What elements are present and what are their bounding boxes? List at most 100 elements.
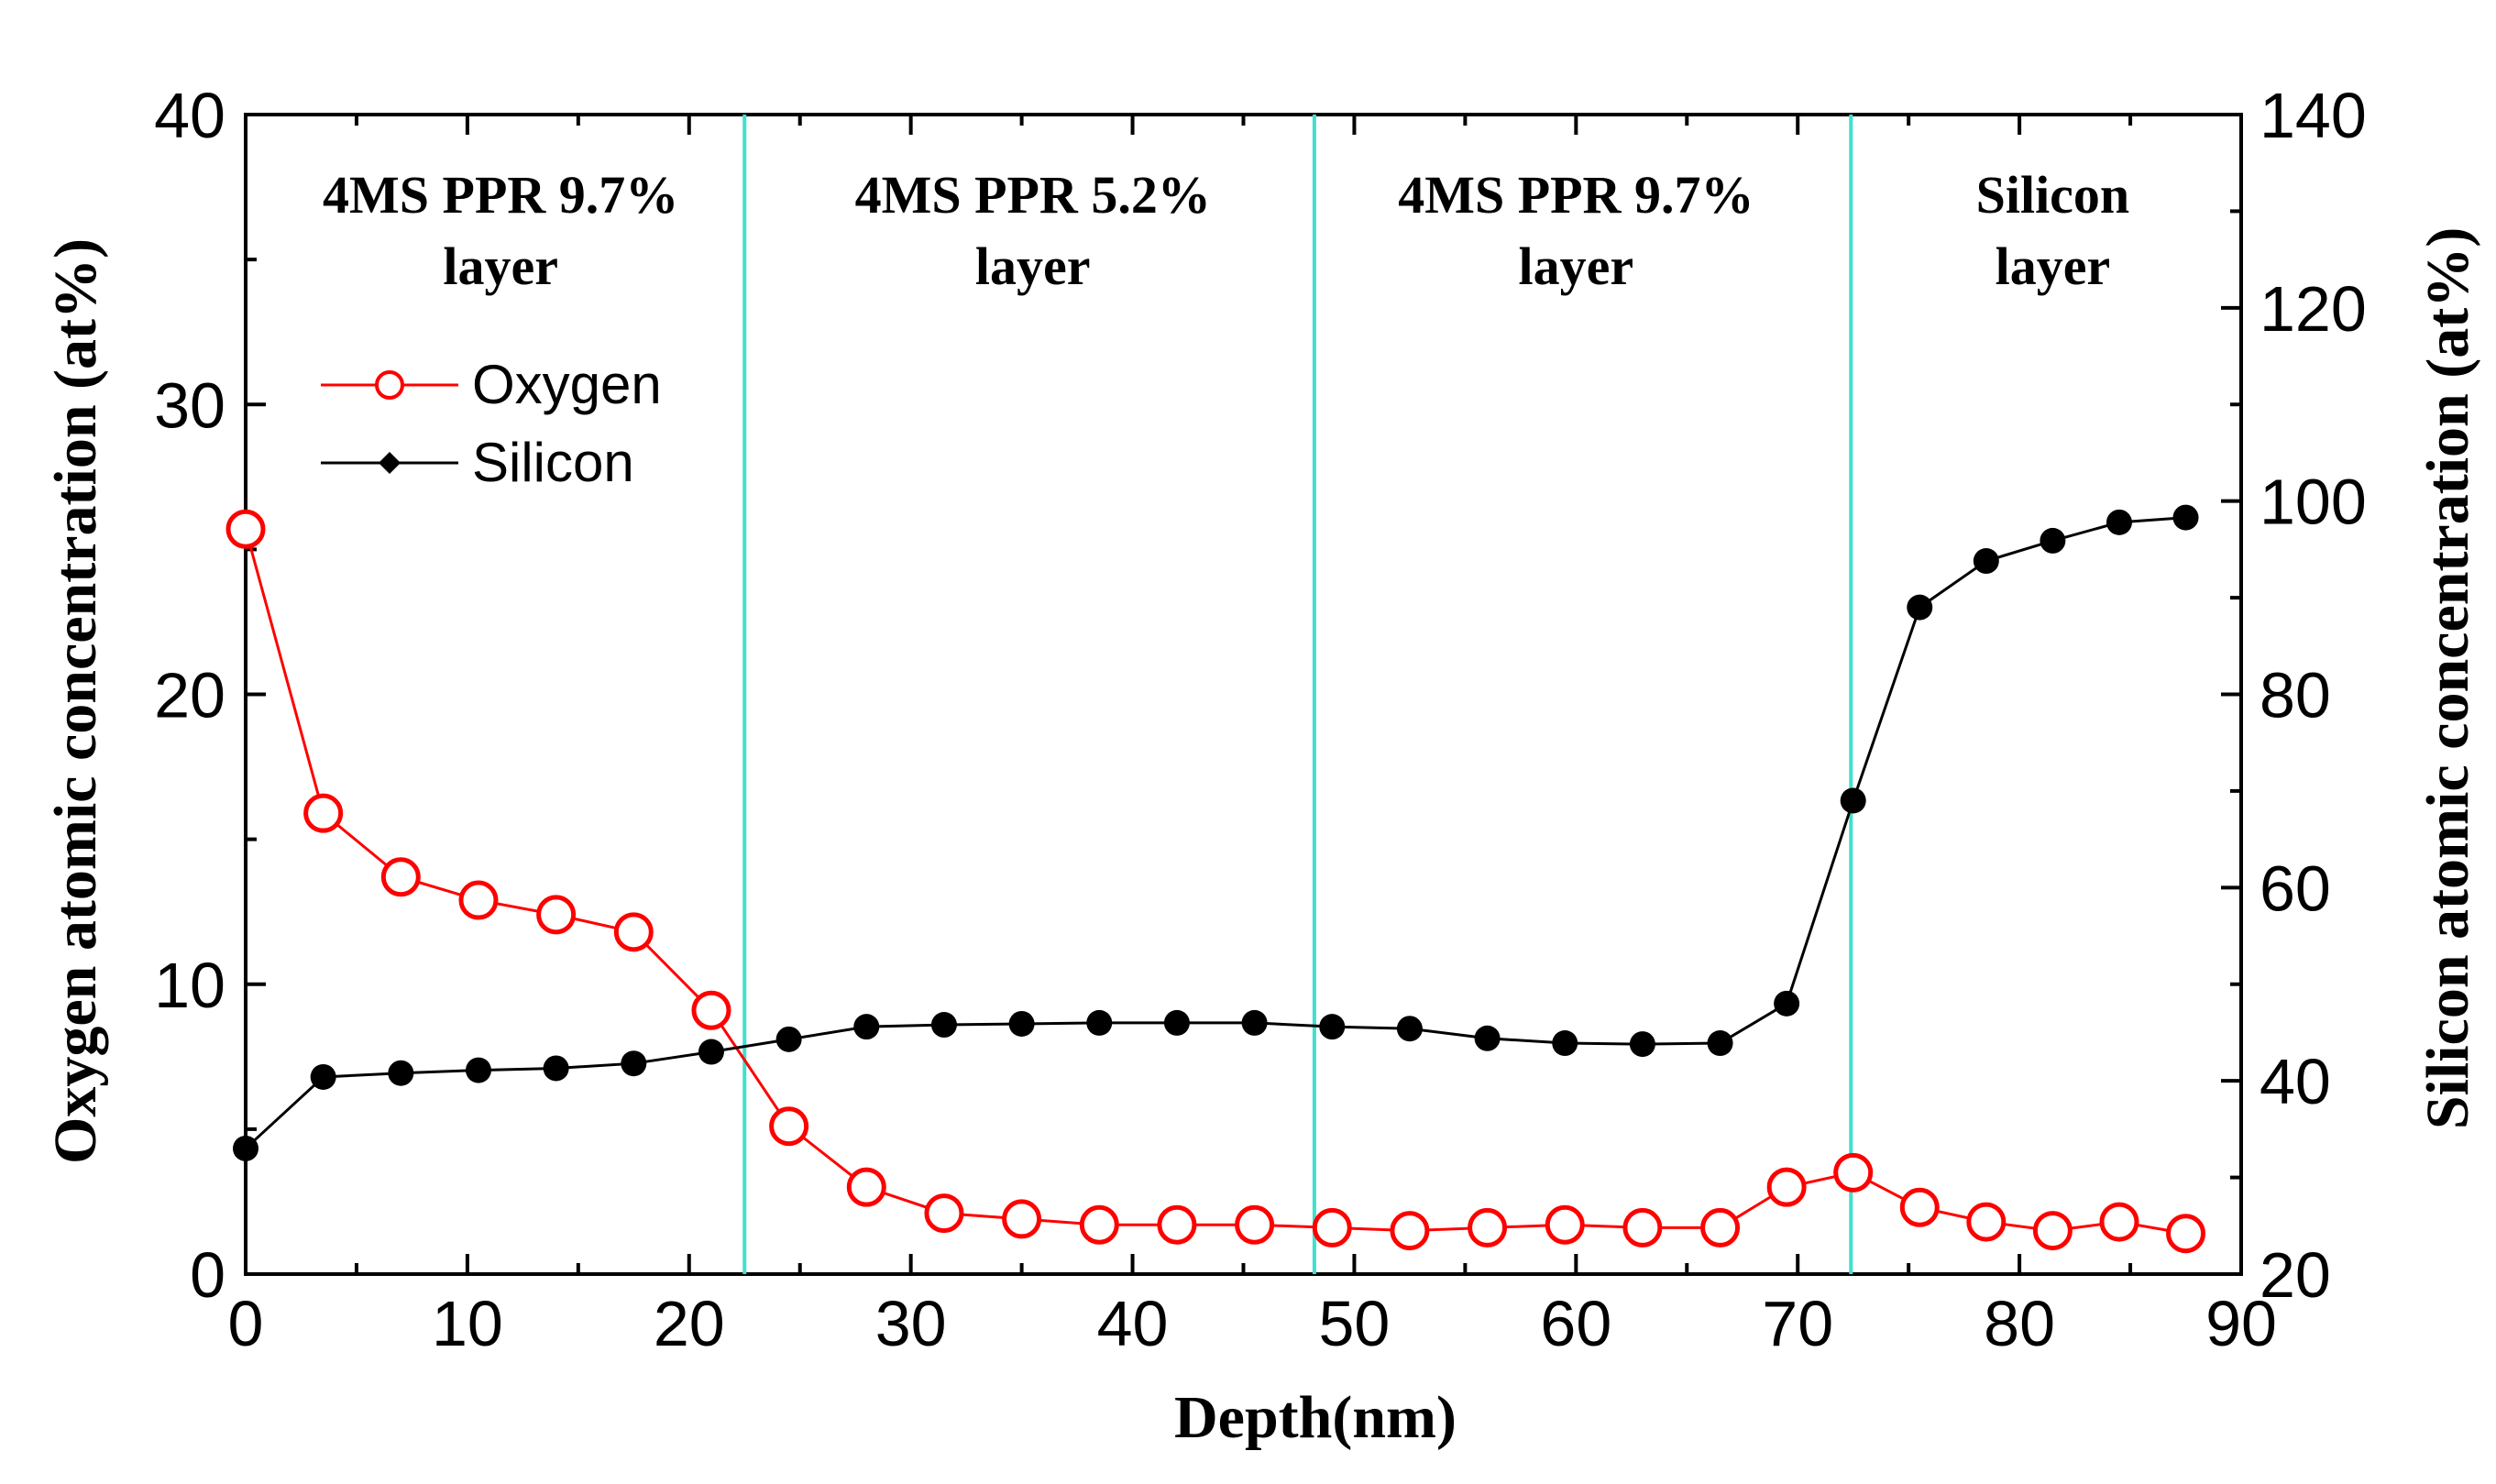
silicon-point [465,1057,491,1083]
x-axis-title: Depth(nm) [1174,1384,1457,1451]
left-y-tick-label: 10 [154,950,225,1021]
oxygen-point [1002,1199,1042,1239]
oxygen-point [536,895,577,935]
silicon-point [310,1063,336,1090]
legend: Oxygen Silicon [321,354,662,493]
legend-marker [375,370,404,400]
region-label-4-line2: layer [1996,236,2111,296]
right-y-tick-label: 40 [2260,1046,2331,1117]
right-y-tick-label: 80 [2260,660,2331,731]
legend-item-silicon: Silicon [321,432,634,493]
silicon-point [775,1026,802,1052]
silicon-point [1973,548,1999,575]
region-label-2-line2: layer [975,236,1091,296]
x-tick-label: 10 [432,1288,503,1359]
legend-marker [379,452,401,474]
silicon-point [388,1060,414,1086]
region-label-1-line2: layer [443,236,558,296]
silicon-point [2106,509,2132,535]
oxygen-point [1468,1207,1508,1248]
silicon-point [1008,1010,1035,1037]
right-y-axis-title: Silicon atomic concentration (at%) [2414,227,2481,1129]
oxygen-point [846,1167,886,1207]
silicon-point [2172,504,2199,531]
x-tick-label: 70 [1762,1288,1833,1359]
oxygen-point [924,1193,964,1234]
oxygen-point [769,1106,809,1147]
oxygen-point [613,912,654,952]
region-label-3-line2: layer [1519,236,1634,296]
left-y-tick-label: 20 [154,660,225,731]
oxygen-point [303,793,344,833]
silicon-line [244,516,2186,1150]
oxygen-point [2099,1202,2139,1242]
silicon-point [698,1039,724,1065]
axis-labels: Depth(nm) Oxygen atomic concentration (a… [42,227,2481,1451]
oxygen-line [244,528,2186,1236]
silicon-point [2040,527,2066,554]
x-tick-label: 20 [654,1288,725,1359]
oxygen-point [1966,1202,2007,1242]
silicon-point [1396,1016,1423,1042]
oxygen-point [691,990,731,1030]
legend-label: Oxygen [472,354,662,415]
silicon-point [1774,990,1800,1017]
silicon-point [233,1135,258,1161]
silicon-point [1474,1025,1501,1051]
silicon-point [543,1055,569,1082]
x-tick-label: 0 [228,1288,264,1359]
oxygen-point [1833,1152,1874,1193]
silicon-point [1907,594,1933,621]
oxygen-point [1235,1204,1275,1245]
legend-label: Silicon [472,432,634,493]
oxygen-point [225,509,266,549]
oxygen-point [1899,1187,1940,1227]
region-label-1-line1: 4MS PPR 9.7% [323,165,678,225]
legend-item-oxygen: Oxygen [321,354,662,415]
right-y-tick-label: 120 [2260,273,2367,345]
x-tick-label: 30 [875,1288,947,1359]
oxygen-point [1766,1167,1807,1207]
x-tick-label: 90 [2205,1288,2277,1359]
oxygen-point [2166,1214,2206,1254]
region-label-3-line1: 4MS PPR 9.7% [1398,165,1754,225]
x-tick-label: 80 [1984,1288,2055,1359]
left-y-tick-label: 30 [154,369,225,441]
region-labels: 4MS PPR 9.7% layer 4MS PPR 5.2% layer 4MS PP… [323,165,2129,296]
axis-ticks: 0 10 20 30 40 50 60 70 80 90 0 10 20 30 40 20 40 60 80 100 1… [154,80,2367,1359]
region-label-4-line1: Silicon [1976,165,2130,225]
right-y-tick-label: 60 [2260,852,2331,924]
oxygen-point [380,857,421,897]
silicon-point [621,1050,647,1077]
region-label-2-line1: 4MS PPR 5.2% [855,165,1211,225]
oxygen-point [458,880,499,920]
silicon-point [1086,1009,1113,1036]
x-tick-label: 40 [1097,1288,1169,1359]
right-y-tick-label: 20 [2260,1239,2331,1311]
silicon-point [1319,1014,1346,1040]
oxygen-point [1700,1207,1741,1248]
left-y-tick-label: 40 [154,80,225,151]
silicon-point [1163,1009,1190,1036]
oxygen-point [1079,1204,1119,1245]
oxygen-point [2032,1211,2073,1251]
series-layer [225,504,2206,1254]
right-y-tick-label: 140 [2260,80,2367,151]
oxygen-point [1390,1211,1430,1251]
region-boundaries [742,115,1853,1274]
right-y-tick-label: 100 [2260,467,2367,538]
oxygen-point [1312,1207,1352,1248]
oxygen-point [1157,1204,1197,1245]
left-y-tick-label: 0 [190,1239,225,1311]
silicon-point [1552,1030,1578,1057]
x-tick-label: 60 [1540,1288,1611,1359]
left-y-axis-title: Oxygen atomic concentration (at%) [42,238,109,1164]
oxygen-point [1545,1204,1585,1245]
series-silicon [233,504,2199,1161]
oxygen-point [1622,1207,1663,1248]
silicon-point [1707,1030,1733,1057]
silicon-point [1840,787,1866,814]
silicon-point [1629,1031,1655,1058]
series-oxygen [225,509,2206,1254]
